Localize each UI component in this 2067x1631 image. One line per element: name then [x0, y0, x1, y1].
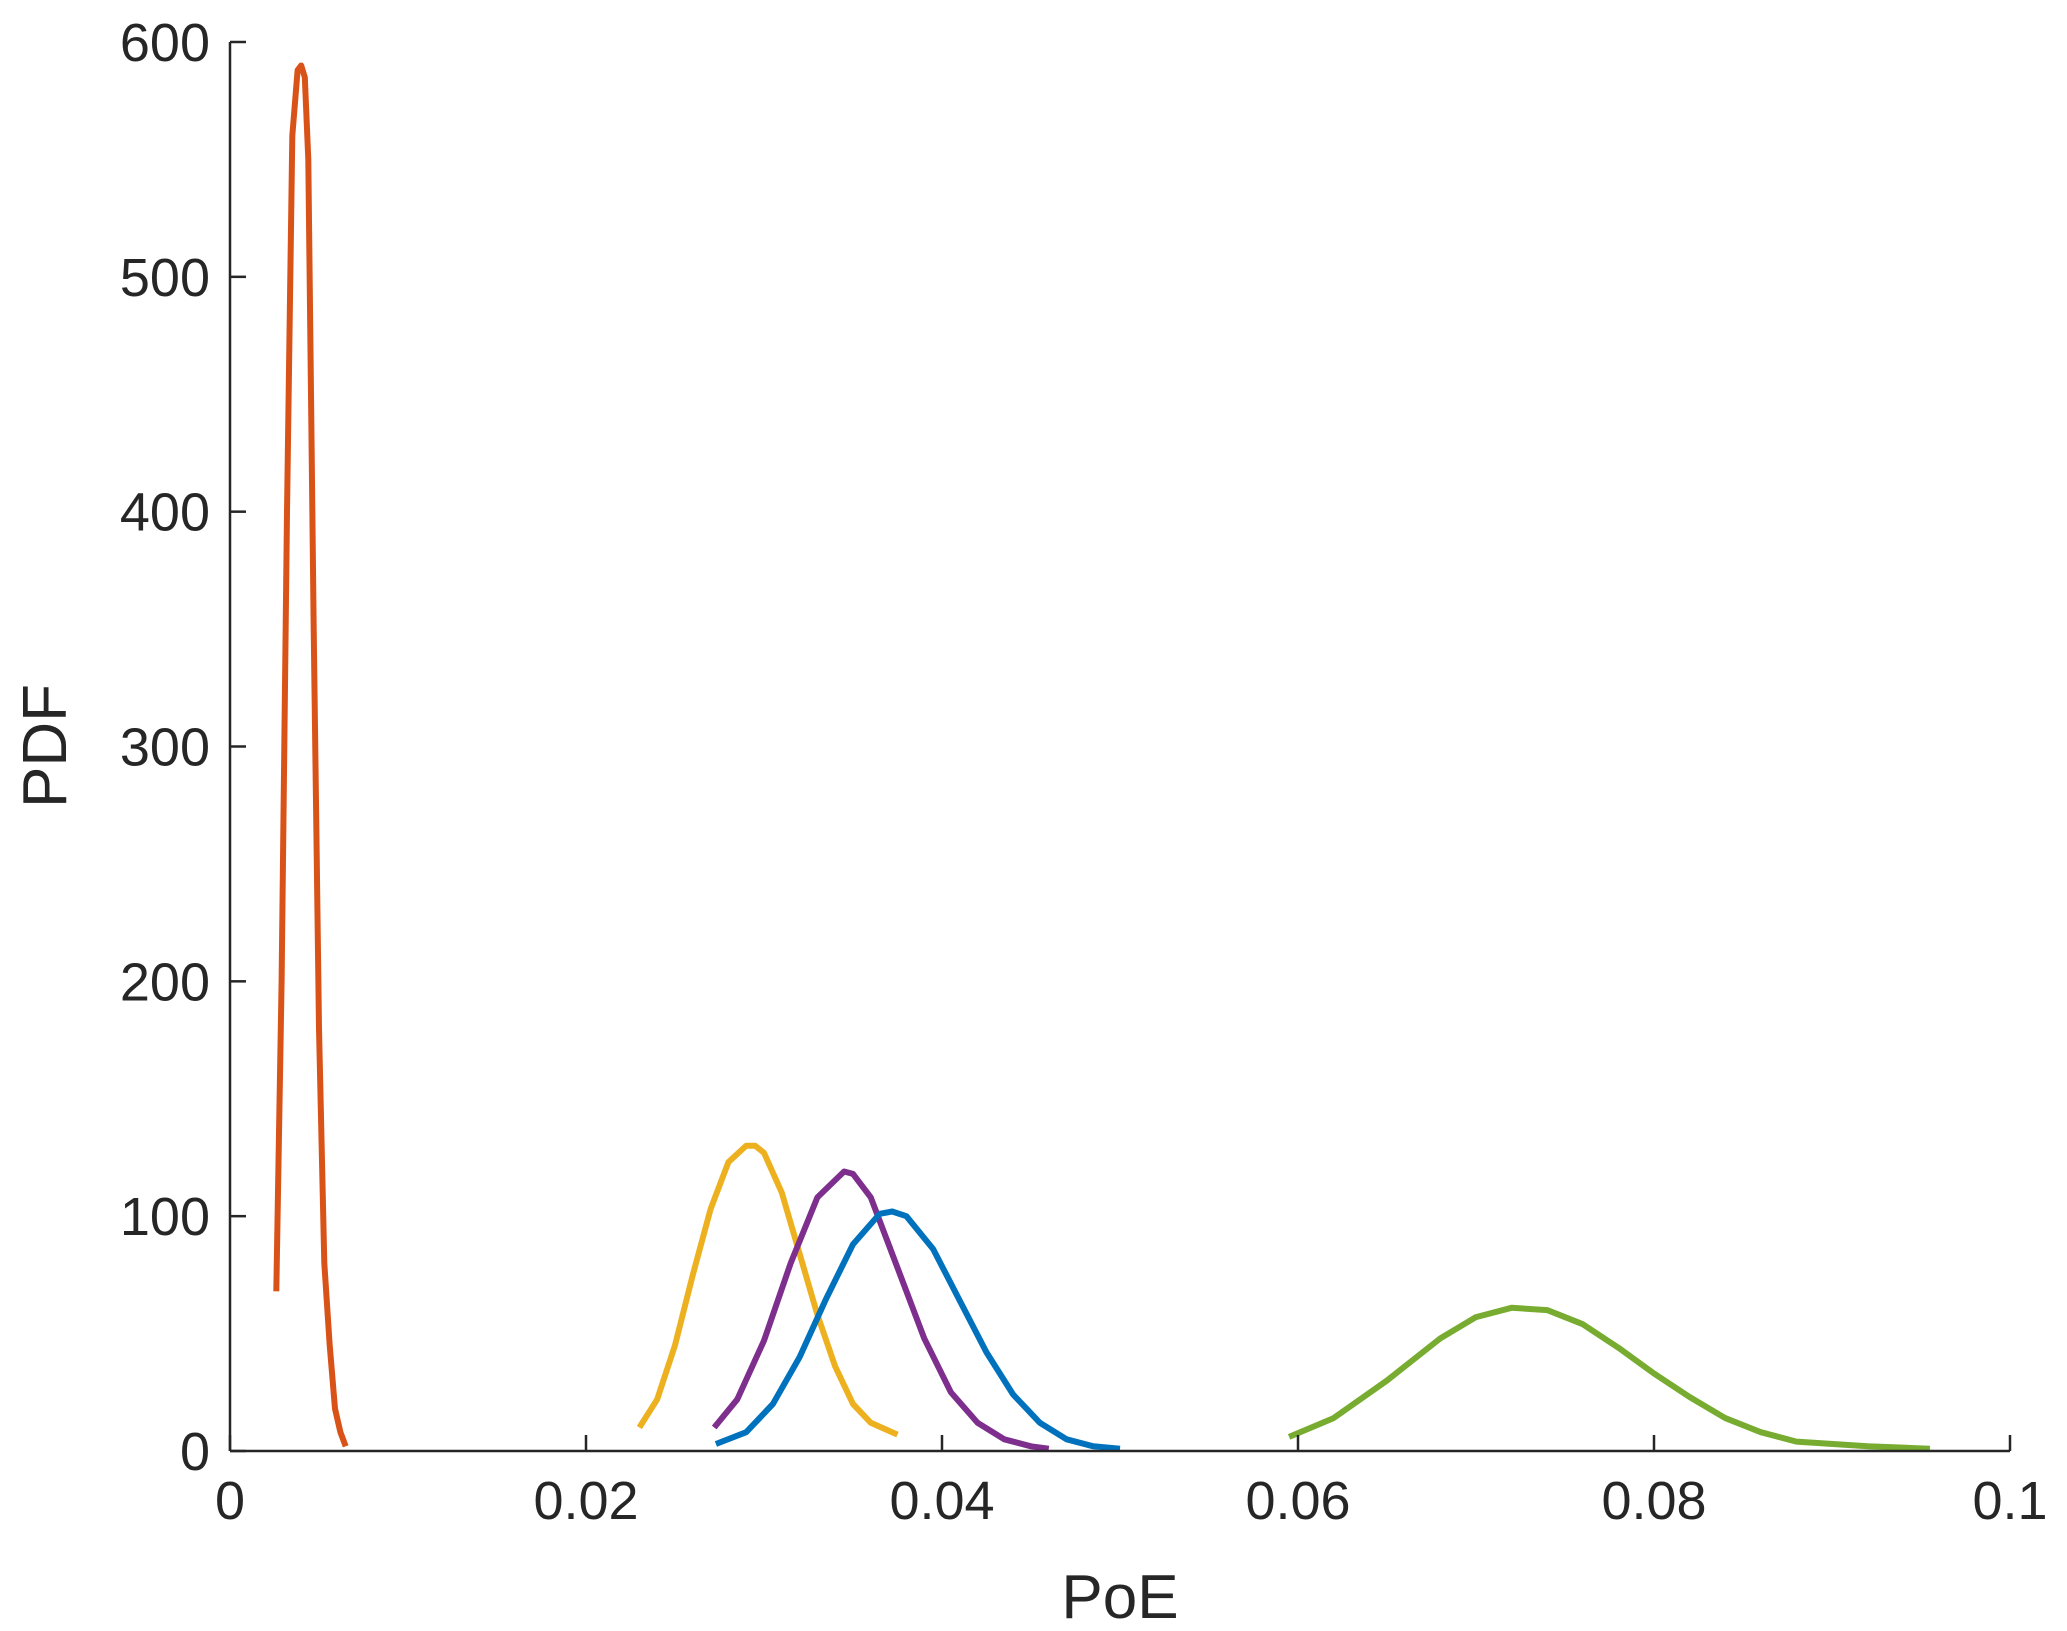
y-tick-label: 500: [120, 248, 210, 308]
y-tick-label: 600: [120, 13, 210, 73]
x-tick-label: 0.1: [1972, 1471, 2047, 1531]
series-line-1: [273, 62, 349, 1448]
x-tick-label: 0.02: [533, 1471, 638, 1531]
x-tick-label: 0.08: [1601, 1471, 1706, 1531]
x-ticks: 0 0.02 0.04 0.06 0.08 0.1: [215, 1435, 2048, 1531]
series-line-2: [636, 1142, 899, 1438]
series-layer: [273, 62, 1931, 1452]
y-tick-label: 200: [120, 952, 210, 1012]
x-tick-label: 0: [215, 1471, 245, 1531]
y-tick-label: 100: [120, 1187, 210, 1247]
y-ticks: 0 100 200 300 400 500 600: [120, 13, 246, 1482]
x-tick-label: 0.04: [889, 1471, 994, 1531]
y-tick-label: 300: [120, 718, 210, 778]
y-axis-label: PDF: [11, 684, 80, 808]
y-tick-label: 0: [180, 1422, 210, 1482]
series-line-3: [711, 1168, 1050, 1452]
x-tick-label: 0.06: [1245, 1471, 1350, 1531]
y-tick-label: 400: [120, 483, 210, 543]
x-axis-label: PoE: [1061, 1563, 1178, 1631]
series-line-4: [714, 1208, 1121, 1452]
series-line-5: [1287, 1304, 1931, 1452]
